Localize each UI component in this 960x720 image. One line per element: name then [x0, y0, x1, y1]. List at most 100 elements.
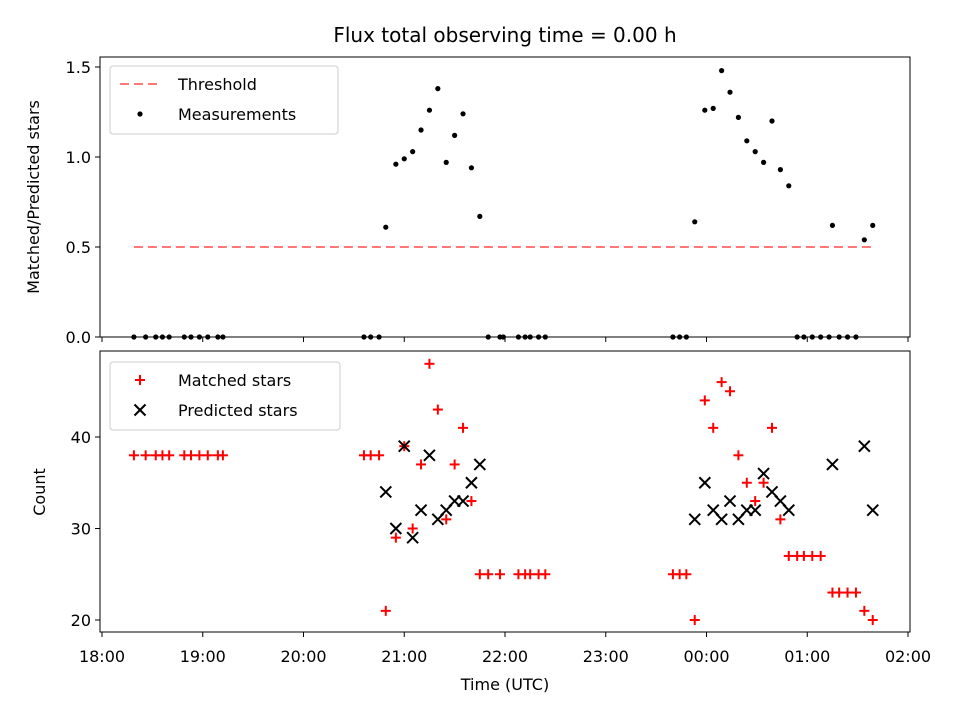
- measurements-point: [368, 334, 374, 340]
- measurements-point: [205, 334, 211, 340]
- matched-stars-point: [365, 450, 376, 461]
- measurements-point: [220, 334, 226, 340]
- count-y-tick-label: 20: [71, 611, 91, 630]
- count-x-tick-label: 22:00: [482, 647, 528, 666]
- predicted-stars-point: [465, 476, 478, 489]
- measurements-point: [853, 334, 859, 340]
- matched-stars-point: [416, 459, 427, 470]
- predicted-stars-point: [757, 467, 770, 480]
- predicted-stars-point: [723, 494, 737, 508]
- count-x-tick-label: 00:00: [683, 647, 729, 666]
- count-panel: Count Time (UTC) 20 30 40 18:00 19:00 20:00 2…: [30, 350, 931, 694]
- matched-stars-point: [466, 496, 477, 507]
- matched-stars-point: [540, 569, 551, 580]
- chart-title: Flux total observing time = 0.00 h: [333, 23, 676, 47]
- measurements-point: [383, 224, 389, 230]
- measurements-point: [166, 334, 172, 340]
- matched-stars-point: [449, 459, 460, 470]
- measurements-point: [760, 159, 767, 165]
- measurements-point: [443, 159, 449, 165]
- predicted-stars-point: [698, 476, 712, 489]
- ratio-x-ticks: [101, 337, 909, 342]
- matched-stars-point: [859, 605, 870, 616]
- matched-stars-point: [380, 605, 391, 616]
- measurements-point: [870, 222, 876, 228]
- count-x-tick-label: 23:00: [583, 647, 629, 666]
- measurements-point: [801, 334, 807, 340]
- measurements-point: [361, 334, 367, 340]
- measurements-point: [535, 334, 542, 340]
- measurements-point: [153, 334, 159, 340]
- matched-stars-point: [741, 477, 752, 488]
- ratio-y-ticks: 0.0 0.5 1.0 1.5: [66, 58, 100, 347]
- matched-stars-point: [681, 569, 692, 580]
- measurements-point: [861, 237, 867, 243]
- predicted-stars-point: [398, 439, 411, 453]
- matched-stars-point: [483, 569, 494, 580]
- matched-stars-point: [766, 422, 777, 433]
- measurements-point: [515, 334, 522, 340]
- measurements-point: [131, 334, 137, 340]
- predicted-stars-point: [414, 503, 428, 517]
- measurements-point: [435, 86, 441, 92]
- count-x-ticks: 18:00 19:00 20:00 21:00 22:00 23:00 00:00 01:00…: [79, 632, 931, 666]
- matched-stars-point: [441, 514, 452, 525]
- measurements-point: [181, 334, 187, 340]
- matched-stars-point: [834, 587, 845, 598]
- predicted-stars-point: [379, 485, 392, 499]
- measurements-point: [460, 111, 466, 117]
- matched-stars-legend-handle: [135, 375, 145, 385]
- predicted-stars-point: [858, 439, 871, 453]
- matched-stars-point: [474, 569, 485, 580]
- measurements-point: [794, 334, 800, 340]
- measurements-point: [836, 334, 842, 340]
- measurements-point: [844, 334, 851, 340]
- ratio-legend: Threshold Measurements: [109, 65, 339, 135]
- measurements-point: [401, 156, 407, 162]
- predicted-stars-point: [748, 503, 762, 517]
- matched-stars-point: [733, 450, 744, 461]
- count-x-tick-label: 01:00: [784, 647, 830, 666]
- measurements-point: [683, 334, 689, 340]
- ratio-legend-box: [109, 65, 339, 135]
- measurements-point: [829, 222, 836, 228]
- count-y-tick-label: 40: [71, 428, 91, 447]
- measurements-point: [196, 334, 202, 340]
- measurements-point: [522, 334, 528, 340]
- predicted-stars-point: [473, 458, 487, 471]
- matched-stars-point: [407, 523, 418, 534]
- matched-stars-point: [815, 550, 826, 561]
- count-y-ticks: 20 30 40: [71, 428, 100, 630]
- matched-stars-point: [807, 550, 818, 561]
- measurements-point: [418, 127, 424, 133]
- measurements-point: [452, 132, 458, 138]
- matched-stars-point: [699, 395, 710, 406]
- matched-stars-point: [374, 450, 385, 461]
- ratio-y-tick-label: 1.5: [66, 58, 91, 77]
- predicted-stars-point: [782, 503, 795, 517]
- measurements-point: [468, 165, 475, 171]
- measurements-point: [719, 68, 725, 74]
- count-plot-marks: [128, 358, 879, 625]
- measurements-point: [426, 107, 433, 113]
- count-y-tick-label: 30: [71, 520, 91, 539]
- measurements-point: [710, 105, 716, 111]
- measurements-point: [215, 334, 221, 340]
- measurements-point: [500, 334, 506, 340]
- count-x-tick-label: 19:00: [180, 647, 226, 666]
- predicted-stars-point: [456, 494, 470, 508]
- predicted-stars-point: [826, 458, 839, 471]
- predicted-stars-point: [688, 513, 701, 526]
- matched-stars-legend-label: Matched stars: [178, 371, 291, 390]
- matched-stars-point: [217, 450, 228, 461]
- matched-stars-point: [708, 422, 719, 433]
- matched-stars-point: [725, 386, 736, 397]
- matched-stars-point: [867, 615, 878, 625]
- matched-stars-point: [458, 422, 469, 433]
- measurements-point: [542, 334, 548, 340]
- matched-stars-point: [432, 404, 443, 415]
- ratio-y-axis-label: Matched/Predicted stars: [24, 100, 43, 294]
- measurements-legend-handle: [137, 111, 143, 117]
- measurements-point: [769, 118, 775, 124]
- ratio-y-tick-label: 1.0: [66, 148, 91, 167]
